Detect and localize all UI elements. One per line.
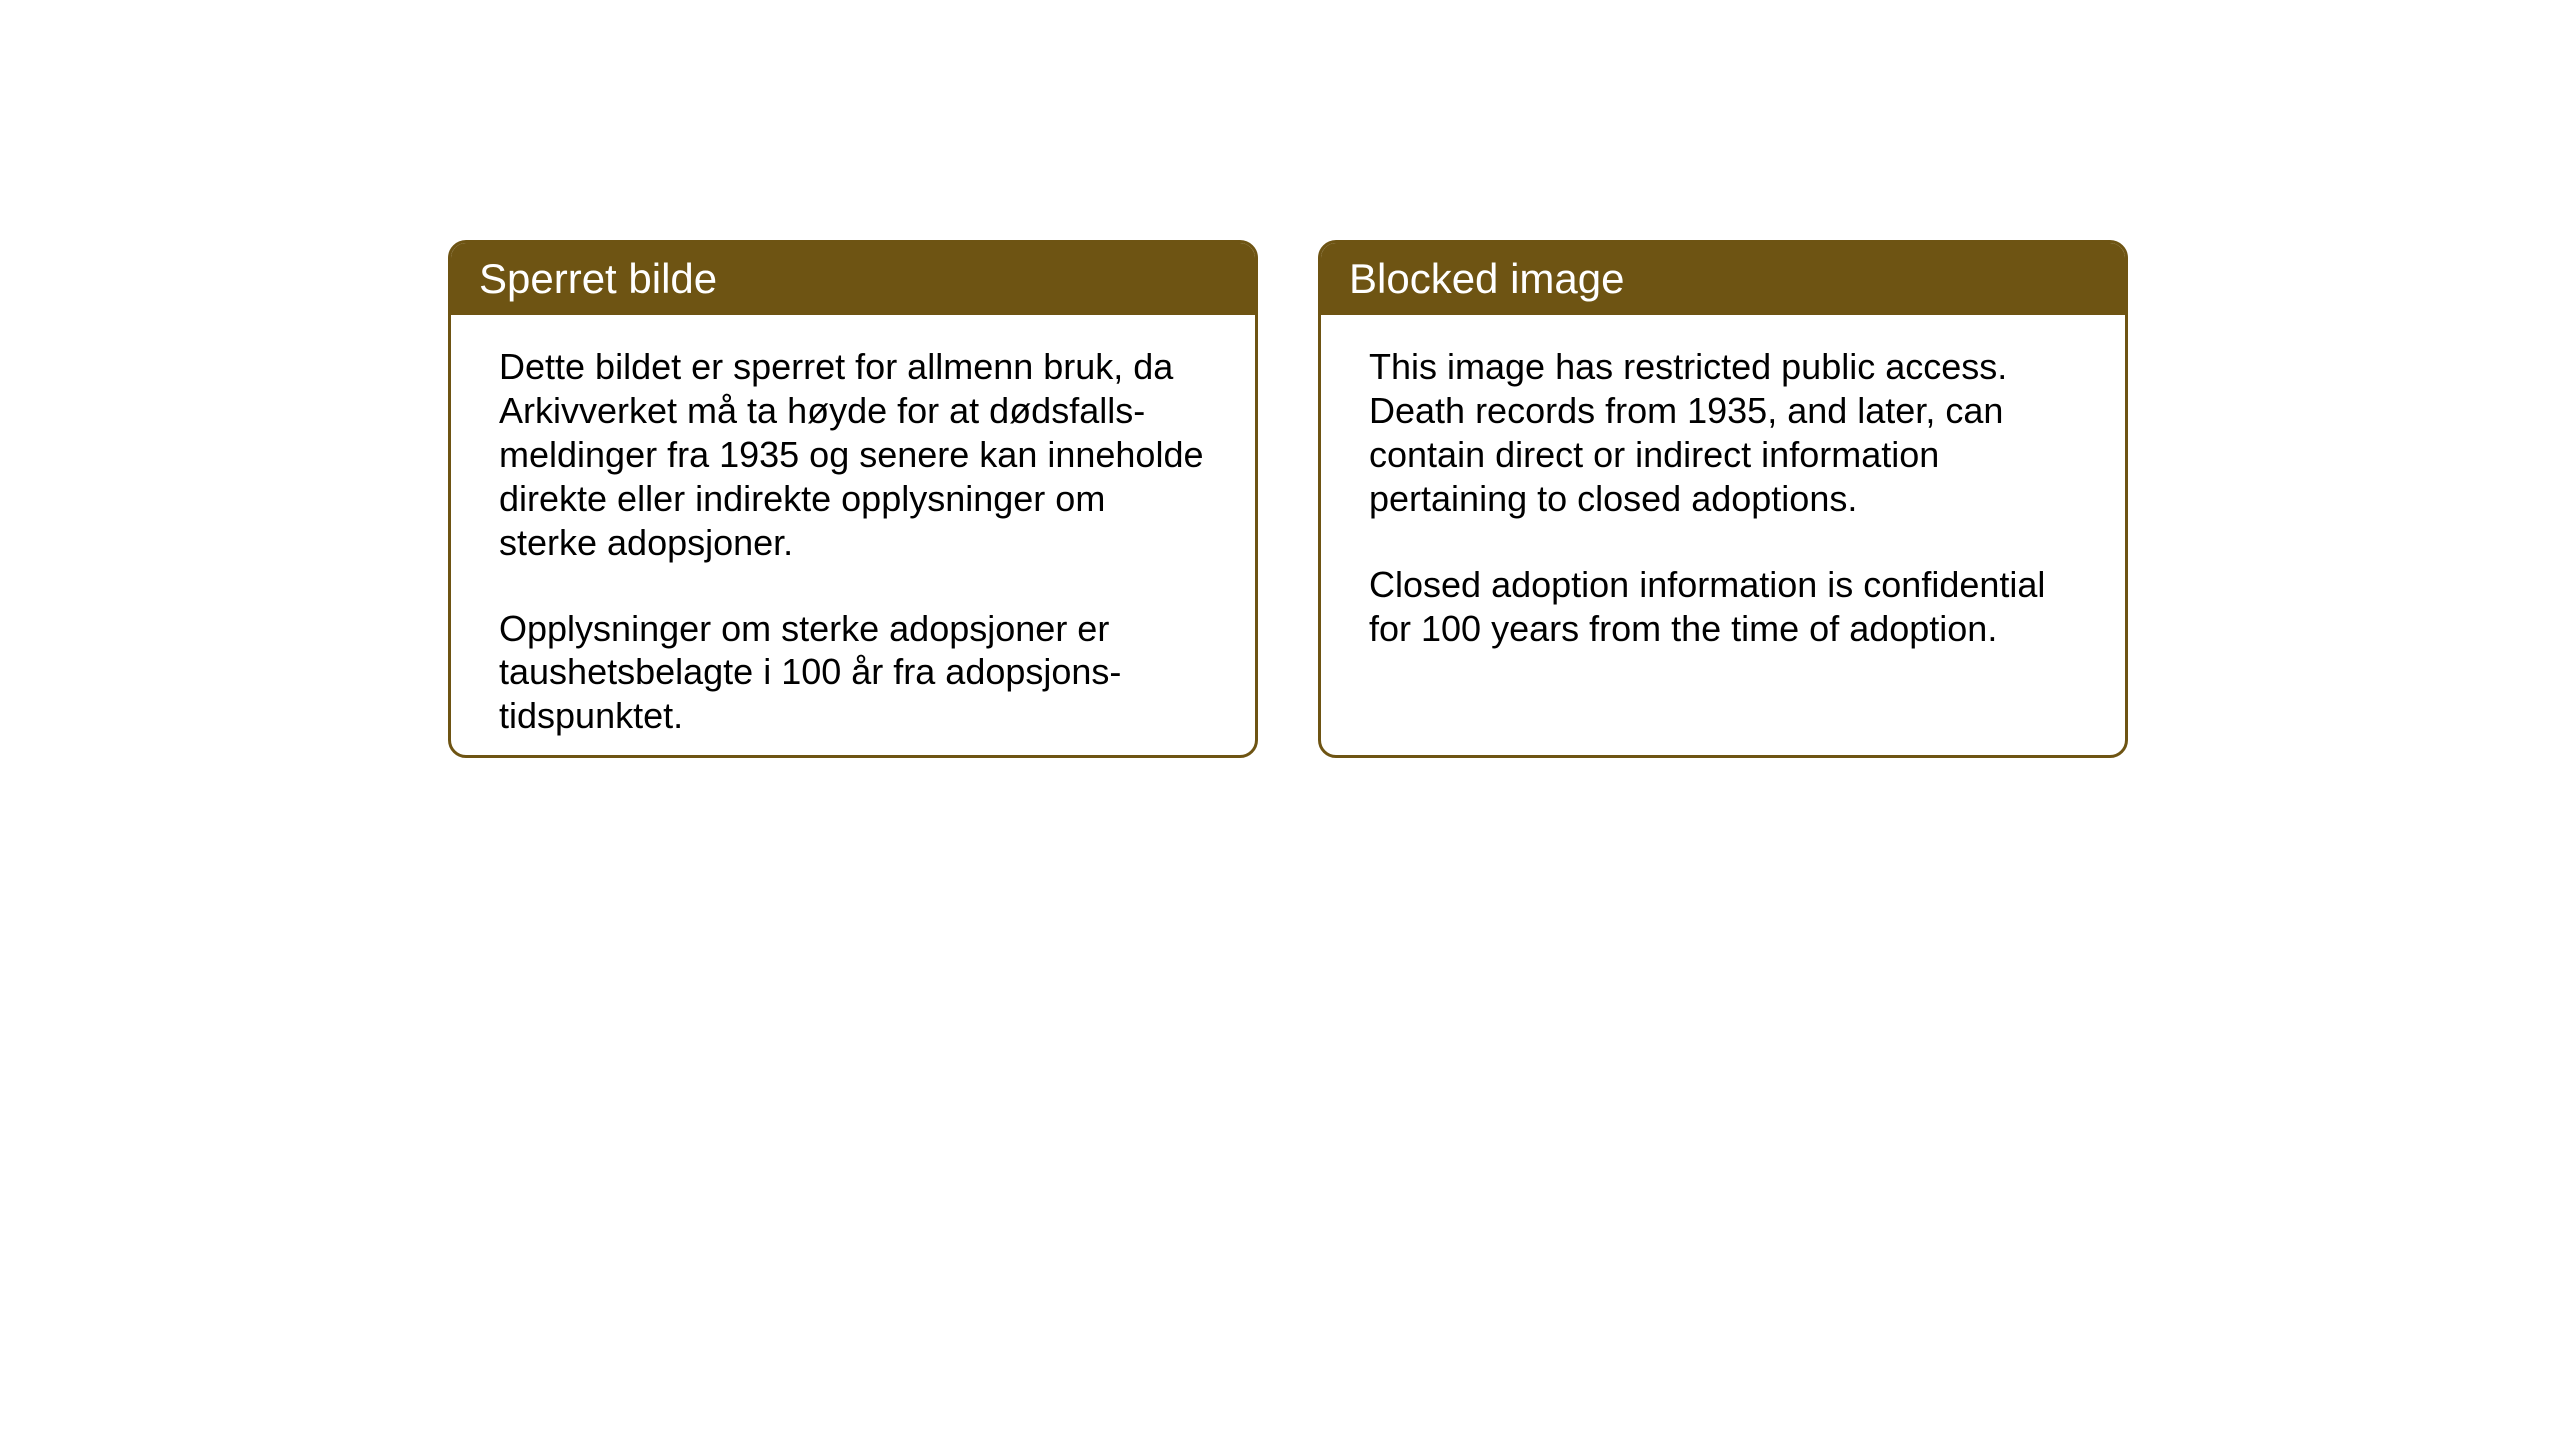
english-card-body: This image has restricted public access.…	[1321, 315, 2125, 755]
norwegian-card-body: Dette bildet er sperret for allmenn bruk…	[451, 315, 1255, 755]
english-paragraph-1: This image has restricted public access.…	[1369, 345, 2077, 521]
norwegian-card: Sperret bilde Dette bildet er sperret fo…	[448, 240, 1258, 758]
english-card-title: Blocked image	[1321, 243, 2125, 315]
english-paragraph-2: Closed adoption information is confident…	[1369, 563, 2077, 651]
norwegian-paragraph-1: Dette bildet er sperret for allmenn bruk…	[499, 345, 1207, 565]
cards-container: Sperret bilde Dette bildet er sperret fo…	[448, 240, 2128, 758]
norwegian-card-title: Sperret bilde	[451, 243, 1255, 315]
norwegian-paragraph-2: Opplysninger om sterke adopsjoner er tau…	[499, 607, 1207, 739]
english-card: Blocked image This image has restricted …	[1318, 240, 2128, 758]
